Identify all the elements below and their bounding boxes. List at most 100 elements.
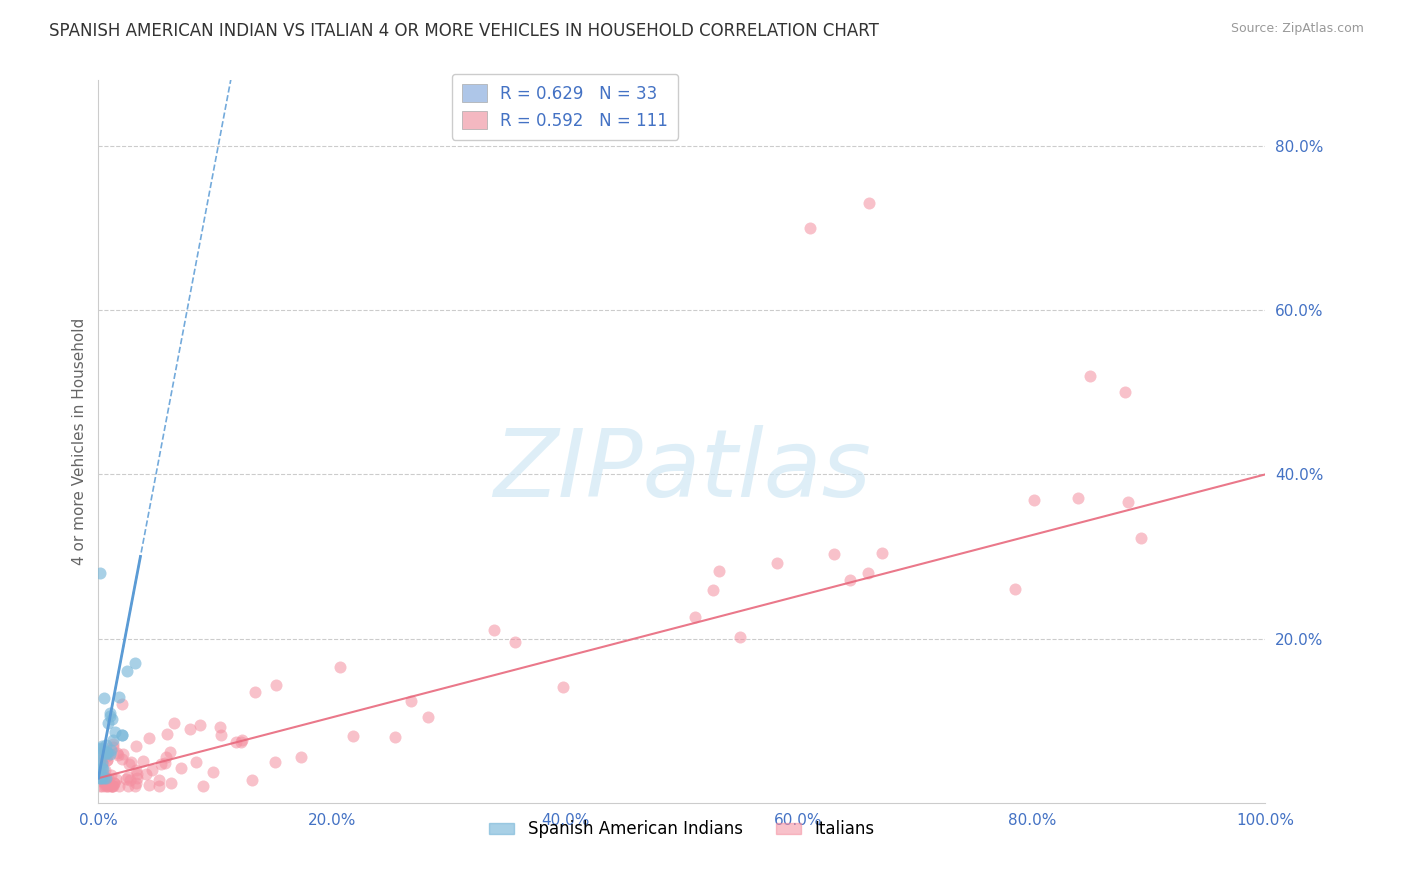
Point bbox=[125, 771, 148, 785]
Point bbox=[94, 746, 117, 760]
Point bbox=[101, 733, 124, 747]
Point bbox=[101, 780, 124, 794]
Point bbox=[839, 573, 862, 587]
Point bbox=[399, 694, 422, 708]
Point bbox=[342, 729, 364, 743]
Point bbox=[110, 697, 132, 711]
Point bbox=[1022, 493, 1045, 508]
Point bbox=[163, 716, 186, 731]
Point bbox=[100, 743, 122, 757]
Point bbox=[105, 772, 128, 787]
Point bbox=[186, 755, 208, 769]
Point bbox=[709, 564, 731, 578]
Point bbox=[240, 772, 263, 787]
Point bbox=[120, 772, 142, 787]
Point bbox=[125, 775, 148, 789]
Point bbox=[89, 765, 111, 780]
Point bbox=[94, 738, 117, 752]
Point bbox=[148, 780, 170, 794]
Point bbox=[100, 706, 122, 720]
Point bbox=[96, 780, 118, 794]
Point bbox=[159, 745, 181, 759]
Point bbox=[89, 753, 111, 767]
Point bbox=[115, 772, 138, 787]
Point bbox=[103, 776, 125, 790]
Point bbox=[201, 764, 224, 779]
Point bbox=[103, 737, 125, 751]
Point bbox=[728, 631, 751, 645]
Point bbox=[138, 731, 160, 745]
Point bbox=[89, 741, 111, 756]
Point bbox=[191, 780, 214, 794]
Point bbox=[89, 756, 111, 770]
Point bbox=[90, 760, 112, 774]
Point bbox=[96, 749, 118, 764]
Point bbox=[1080, 368, 1102, 383]
Point bbox=[156, 727, 179, 741]
Point bbox=[89, 745, 111, 759]
Point bbox=[188, 718, 211, 732]
Point bbox=[858, 196, 880, 211]
Point bbox=[96, 772, 118, 787]
Point bbox=[98, 747, 121, 761]
Point bbox=[264, 755, 287, 769]
Point bbox=[97, 716, 120, 731]
Point bbox=[94, 780, 117, 794]
Point bbox=[96, 745, 118, 759]
Point bbox=[89, 771, 111, 785]
Point bbox=[91, 766, 114, 780]
Point bbox=[132, 754, 155, 768]
Point bbox=[208, 720, 231, 734]
Point bbox=[141, 764, 163, 778]
Point bbox=[107, 780, 129, 794]
Point bbox=[90, 774, 112, 789]
Point bbox=[416, 710, 439, 724]
Point bbox=[872, 546, 894, 560]
Y-axis label: 4 or more Vehicles in Household: 4 or more Vehicles in Household bbox=[72, 318, 87, 566]
Point bbox=[93, 771, 115, 785]
Legend: Spanish American Indians, Italians: Spanish American Indians, Italians bbox=[482, 814, 882, 845]
Point bbox=[90, 761, 112, 775]
Point bbox=[101, 780, 124, 794]
Point bbox=[384, 730, 406, 744]
Point bbox=[90, 741, 112, 756]
Point bbox=[766, 556, 789, 570]
Point bbox=[117, 770, 139, 784]
Point bbox=[111, 728, 134, 742]
Point bbox=[96, 753, 118, 767]
Point bbox=[823, 547, 845, 561]
Point bbox=[155, 749, 177, 764]
Point bbox=[96, 747, 118, 761]
Point bbox=[89, 780, 111, 794]
Point bbox=[231, 732, 253, 747]
Point bbox=[93, 691, 115, 706]
Point bbox=[1004, 582, 1026, 597]
Point bbox=[290, 750, 312, 764]
Point bbox=[150, 756, 173, 771]
Point bbox=[482, 623, 505, 637]
Point bbox=[104, 725, 127, 739]
Point bbox=[94, 778, 117, 792]
Point bbox=[96, 753, 118, 767]
Point bbox=[111, 728, 134, 742]
Point bbox=[124, 763, 146, 777]
Point bbox=[98, 708, 121, 723]
Point bbox=[101, 780, 124, 794]
Point bbox=[93, 771, 115, 785]
Point bbox=[1116, 495, 1139, 509]
Text: SPANISH AMERICAN INDIAN VS ITALIAN 4 OR MORE VEHICLES IN HOUSEHOLD CORRELATION C: SPANISH AMERICAN INDIAN VS ITALIAN 4 OR … bbox=[49, 22, 879, 40]
Point bbox=[160, 776, 183, 790]
Point bbox=[111, 752, 134, 766]
Point bbox=[100, 780, 122, 794]
Point bbox=[125, 739, 148, 753]
Point bbox=[107, 748, 129, 763]
Point bbox=[329, 660, 352, 674]
Point bbox=[702, 582, 724, 597]
Point bbox=[138, 778, 160, 792]
Point bbox=[96, 780, 118, 794]
Point bbox=[229, 734, 252, 748]
Point bbox=[124, 656, 146, 670]
Point bbox=[683, 610, 706, 624]
Point bbox=[551, 680, 574, 694]
Point bbox=[100, 712, 122, 726]
